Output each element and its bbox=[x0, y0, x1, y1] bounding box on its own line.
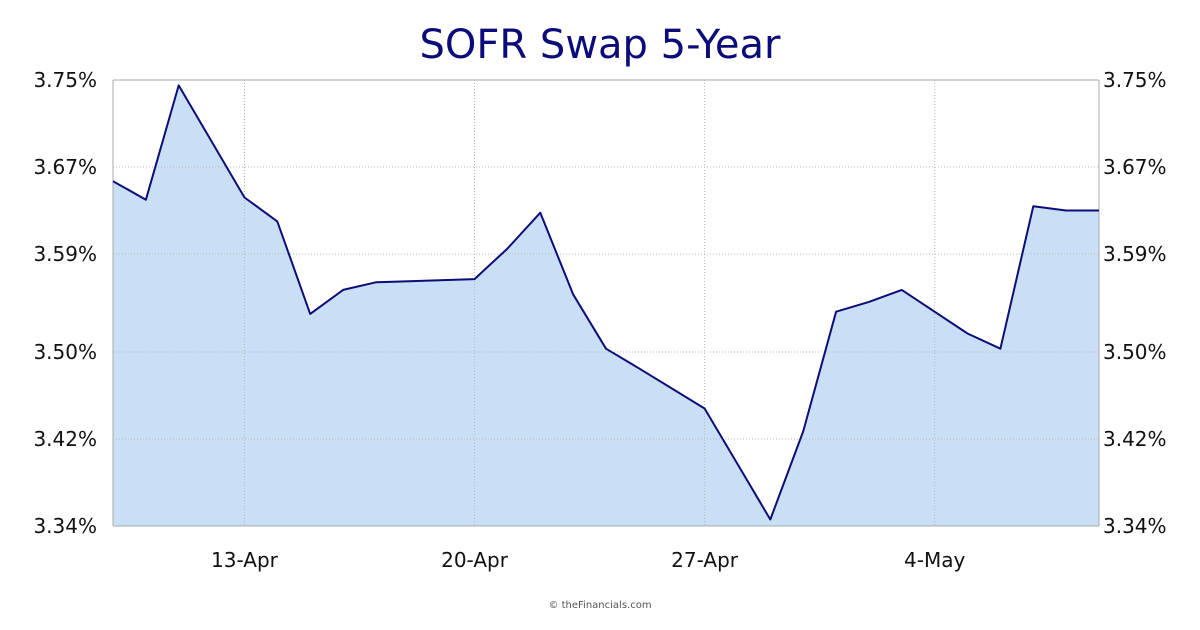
y-tick-label-left: 3.34% bbox=[33, 514, 97, 538]
x-tick-label: 13-Apr bbox=[211, 548, 279, 572]
x-tick-label: 20-Apr bbox=[441, 548, 509, 572]
y-tick-label-left: 3.67% bbox=[33, 155, 97, 179]
y-tick-label-right: 3.50% bbox=[1103, 340, 1167, 364]
copyright-text: © theFinancials.com bbox=[548, 600, 651, 611]
y-tick-label-left: 3.59% bbox=[33, 242, 97, 266]
plot-area: 3.34% 3.34% 3.42% 3.42% 3.50% 3.50% 3.59% 3.59%… bbox=[33, 68, 1166, 572]
x-tick-label: 27-Apr bbox=[671, 548, 739, 572]
y-tick-label-left: 3.75% bbox=[33, 68, 97, 92]
y-tick-label-right: 3.67% bbox=[1103, 155, 1167, 179]
y-tick-label-right: 3.75% bbox=[1103, 68, 1167, 92]
series-area-fill bbox=[113, 85, 1099, 527]
y-tick-label-right: 3.34% bbox=[1103, 514, 1167, 538]
x-tick-label: 4-May bbox=[904, 548, 965, 572]
chart-title: SOFR Swap 5-Year bbox=[420, 22, 781, 68]
y-tick-label-left: 3.50% bbox=[33, 340, 97, 364]
y-tick-label-left: 3.42% bbox=[33, 427, 97, 451]
y-tick-label-right: 3.59% bbox=[1103, 242, 1167, 266]
y-tick-label-right: 3.42% bbox=[1103, 427, 1167, 451]
series-line bbox=[112, 84, 1099, 521]
